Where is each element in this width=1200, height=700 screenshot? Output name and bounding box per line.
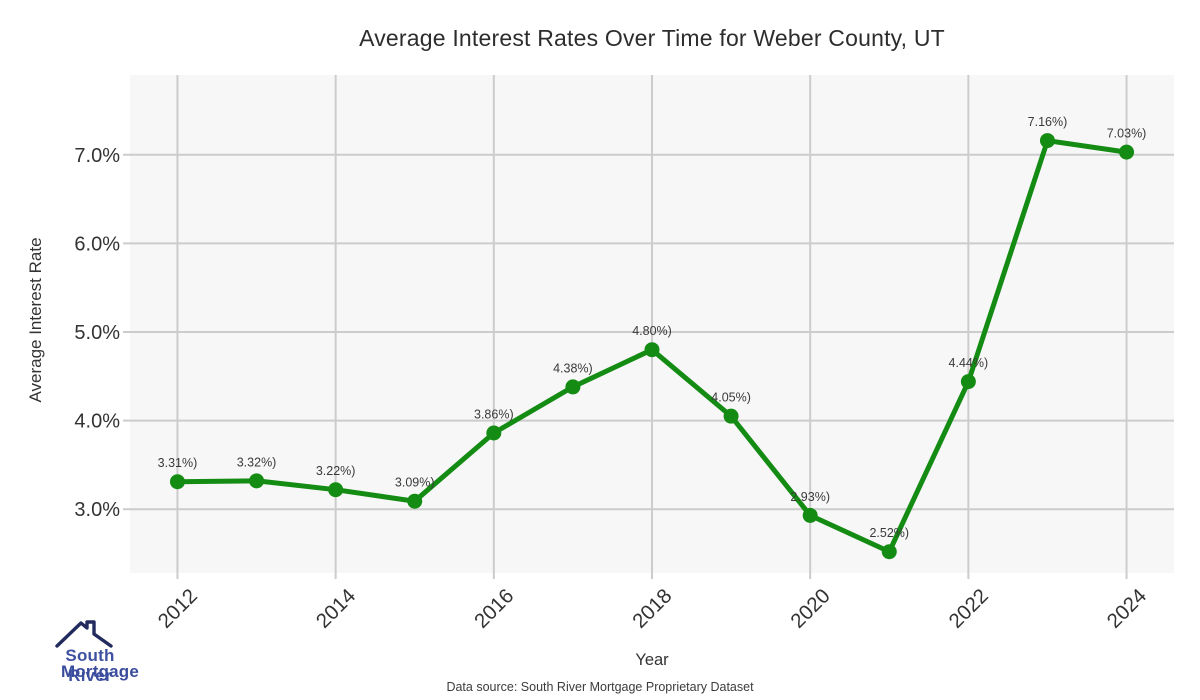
y-tick-label: 4.0% xyxy=(74,411,120,433)
data-point-label: 4.80%) xyxy=(632,324,672,338)
x-tick-label: 2012 xyxy=(153,584,202,633)
x-tick-label: 2014 xyxy=(312,584,361,633)
data-point-label: 2.52%) xyxy=(869,526,909,540)
data-point-marker xyxy=(565,379,581,395)
data-point-marker xyxy=(881,544,897,560)
data-point-marker xyxy=(723,408,739,424)
data-point-label: 3.32%) xyxy=(237,455,277,469)
data-point-marker xyxy=(407,493,423,509)
data-point-marker xyxy=(328,482,344,498)
house-roof-icon xyxy=(55,620,113,648)
data-point-marker xyxy=(169,474,185,490)
data-source-note: Data source: South River Mortgage Propri… xyxy=(446,680,754,694)
data-point-label: 4.44%) xyxy=(949,356,989,370)
data-point-marker xyxy=(249,473,265,489)
data-point-marker xyxy=(486,425,502,441)
x-tick-label: 2024 xyxy=(1103,584,1152,633)
data-point-marker xyxy=(1119,144,1135,160)
data-point-label: 3.09%) xyxy=(395,476,435,490)
x-tick-label: 2022 xyxy=(944,584,993,633)
x-axis-title: Year xyxy=(635,651,669,669)
logo-text-line1: South River xyxy=(65,646,115,685)
data-point-marker xyxy=(644,342,660,358)
y-tick-label: 7.0% xyxy=(74,145,120,167)
y-tick-label: 5.0% xyxy=(74,322,120,344)
y-tick-label: 3.0% xyxy=(74,499,120,521)
data-point-marker xyxy=(960,374,976,390)
x-tick-label: 2018 xyxy=(628,584,677,633)
x-tick-label: 2016 xyxy=(470,584,519,633)
data-point-label: 3.86%) xyxy=(474,407,514,421)
data-point-label: 3.31%) xyxy=(158,456,198,470)
south-river-mortgage-logo: South River Mortgage xyxy=(16,610,139,685)
data-point-label: 2.93%) xyxy=(790,490,830,504)
data-point-marker xyxy=(802,507,818,523)
data-point-marker xyxy=(1039,133,1055,149)
y-tick-label: 6.0% xyxy=(74,233,120,255)
chart-title: Average Interest Rates Over Time for Web… xyxy=(359,25,945,51)
data-point-label: 7.03%) xyxy=(1107,127,1147,141)
x-tick-label: 2020 xyxy=(786,584,835,633)
data-point-label: 7.16%) xyxy=(1028,115,1068,129)
logo-text-line2: Mortgage xyxy=(60,662,140,681)
data-point-label: 3.22%) xyxy=(316,464,356,478)
data-point-label: 4.05%) xyxy=(711,391,751,405)
data-point-label: 4.38%) xyxy=(553,361,593,375)
